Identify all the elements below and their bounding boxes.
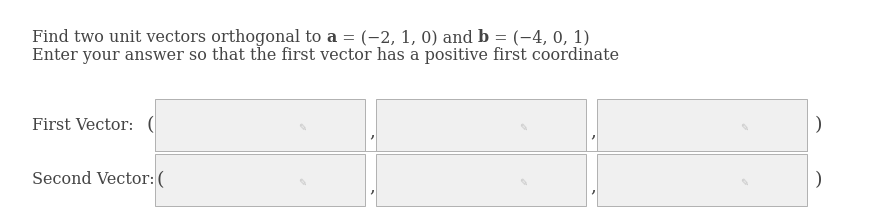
Bar	[597, 154, 807, 206]
Text: ✎: ✎	[740, 178, 748, 188]
Bar	[376, 99, 586, 151]
Text: First Vector:: First Vector:	[32, 116, 139, 134]
Text: Find two unit vectors orthogonal to: Find two unit vectors orthogonal to	[32, 29, 326, 46]
Bar	[155, 99, 365, 151]
Text: ,: ,	[369, 122, 375, 140]
Text: ✎: ✎	[519, 178, 527, 188]
Text: Enter your answer so that the first vector has a positive first coordinate: Enter your answer so that the first vect…	[32, 47, 619, 65]
Text: = (−4, 0, 1): = (−4, 0, 1)	[489, 29, 589, 46]
Text: ,: ,	[590, 177, 596, 195]
Text: ,: ,	[369, 177, 375, 195]
Text: (: (	[157, 171, 165, 189]
Bar	[155, 154, 365, 206]
Text: b: b	[478, 29, 489, 46]
Text: Second Vector:: Second Vector:	[32, 172, 160, 189]
Text: ): )	[815, 116, 822, 134]
Text: ✎: ✎	[298, 123, 306, 133]
Text: ✎: ✎	[519, 123, 527, 133]
Text: ✎: ✎	[298, 178, 306, 188]
Text: a: a	[326, 29, 337, 46]
Text: = (−2, 1, 0) and: = (−2, 1, 0) and	[337, 29, 478, 46]
Bar	[597, 99, 807, 151]
Bar	[376, 154, 586, 206]
Text: ,: ,	[590, 122, 596, 140]
Text: ✎: ✎	[740, 123, 748, 133]
Text: ): )	[815, 171, 822, 189]
Text: (: (	[147, 116, 154, 134]
